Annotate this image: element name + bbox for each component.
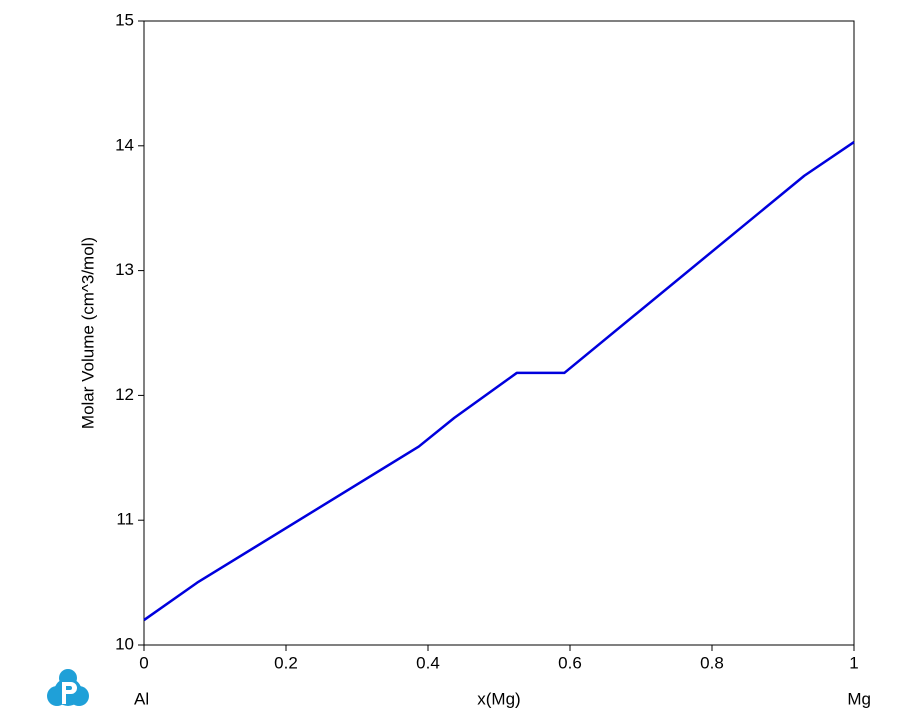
- y-tick-label: 12: [115, 385, 134, 404]
- x-tick-label: 0.4: [416, 653, 440, 672]
- data-line: [143, 141, 855, 622]
- component-label: Mg: [847, 689, 871, 708]
- x-tick-label: 1: [849, 653, 858, 672]
- y-axis-label: Molar Volume (cm^3/mol): [78, 237, 97, 429]
- y-tick-label: 10: [115, 634, 134, 653]
- component-label: Al: [134, 689, 149, 708]
- plot-frame: [143, 20, 855, 646]
- x-tick-label: 0.6: [558, 653, 582, 672]
- logo: [47, 669, 89, 706]
- x-tick-label: 0.8: [700, 653, 724, 672]
- y-tick-label: 11: [116, 510, 134, 529]
- x-tick-label: 0: [139, 653, 148, 672]
- y-tick-label: 15: [115, 10, 134, 29]
- y-tick-label: 14: [115, 135, 134, 154]
- x-axis-label: x(Mg): [477, 689, 520, 708]
- x-tick-label: 0.2: [274, 653, 298, 672]
- y-tick-label: 13: [115, 260, 134, 279]
